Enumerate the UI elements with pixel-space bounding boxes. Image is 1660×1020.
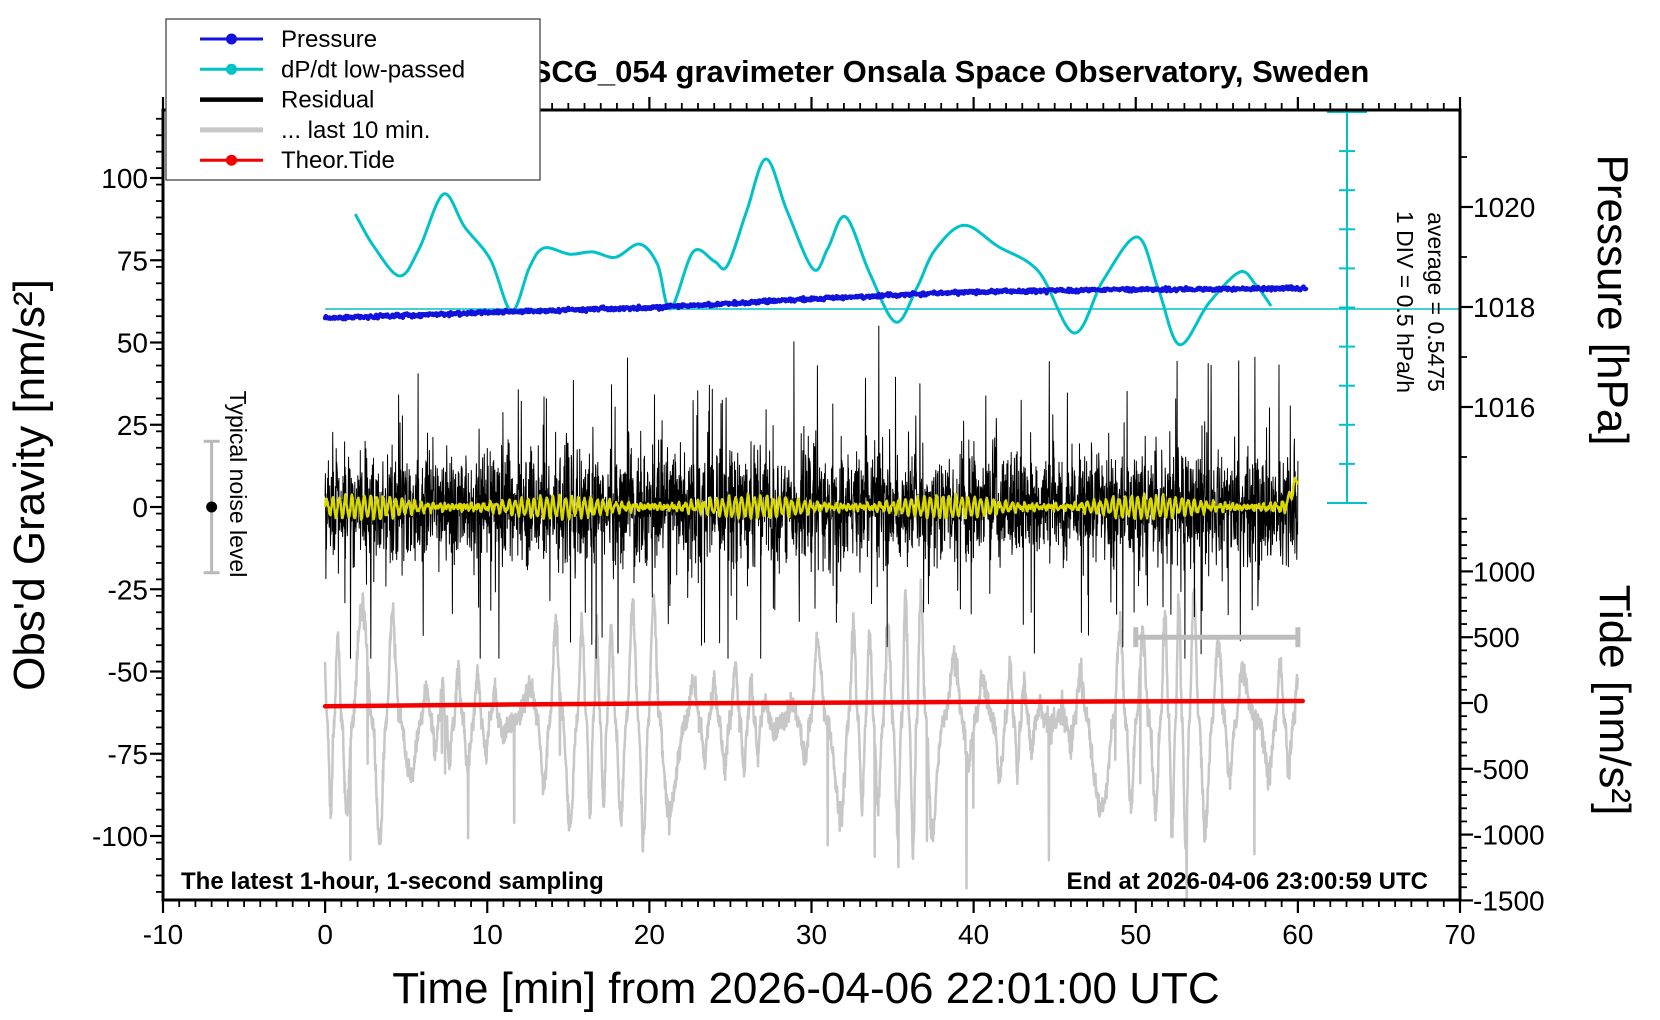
tick-label: 0 xyxy=(317,919,333,950)
series-residual xyxy=(324,325,1299,659)
tick-label: 25 xyxy=(117,410,148,441)
tick-label: 1020 xyxy=(1473,192,1535,223)
average-note: average = 0.5475 xyxy=(1423,212,1449,392)
axis-ticks-layer xyxy=(150,97,1473,913)
legend: Pressure dP/dt low-passed Residual ... last… xyxy=(165,18,541,181)
tick-label: 50 xyxy=(117,328,148,359)
tick-labels-layer: -10 0 10 20 30 40 50 60 701007550250-25-50-75-10… xyxy=(92,163,1545,950)
tick-label: 10 xyxy=(472,919,503,950)
series-residual-low-passed xyxy=(323,476,1300,521)
tick-label: 60 xyxy=(1282,919,1313,950)
tick-label: 1018 xyxy=(1473,292,1535,323)
tick-label: -500 xyxy=(1473,754,1529,785)
end-time-note: End at 2026-04-06 23:00:59 UTC xyxy=(1067,868,1429,895)
tick-label: 70 xyxy=(1444,919,1475,950)
legend-marker-dp-dt-low-passed xyxy=(226,63,237,75)
tick-label: -100 xyxy=(92,821,148,852)
tide-axis-label: Tide [nm/s²] xyxy=(1590,585,1639,816)
sampling-note: The latest 1-hour, 1-second sampling xyxy=(181,868,604,895)
tick-label: 20 xyxy=(634,919,665,950)
tick-label: 1000 xyxy=(1473,556,1535,587)
series-layer xyxy=(322,111,1460,901)
tick-label: 75 xyxy=(117,245,148,276)
series-dp-dt-low-passed xyxy=(354,157,1272,347)
legend-label: Pressure xyxy=(281,26,377,53)
x-axis-label: Time [min] from 2026-04-06 22:01:00 UTC xyxy=(392,964,1219,1013)
tick-label: 1016 xyxy=(1473,392,1535,423)
series-last-10-min xyxy=(323,578,1300,901)
div-scale-note: 1 DIV = 0.5 hPa/h xyxy=(1392,211,1418,393)
series-theor-tide xyxy=(322,698,1305,709)
tick-label: 30 xyxy=(796,919,827,950)
tick-label: 40 xyxy=(958,919,989,950)
typical-noise-label: Typical noise level xyxy=(225,391,251,578)
pressure-axis-label: Pressure [hPa] xyxy=(1588,154,1637,445)
gravity-axis-label: Obs'd Gravity [nm/s²] xyxy=(5,279,54,691)
tick-label: 0 xyxy=(1473,688,1489,719)
legend-label: Theor.Tide xyxy=(281,147,395,174)
noise-bar-dot xyxy=(206,501,218,513)
tick-label: 100 xyxy=(101,163,148,194)
legend-label: dP/dt low-passed xyxy=(281,56,465,83)
tick-label: 500 xyxy=(1473,622,1520,653)
legend-label: Residual xyxy=(281,87,374,114)
legend-label: ... last 10 min. xyxy=(281,117,430,144)
legend-marker-theor-tide xyxy=(226,154,237,166)
tick-label: 50 xyxy=(1120,919,1151,950)
annotation-layer xyxy=(203,439,1301,648)
tick-label: -25 xyxy=(108,574,148,605)
tick-label: -10 xyxy=(143,919,183,950)
tick-label: -1000 xyxy=(1473,820,1545,851)
tick-label: -75 xyxy=(108,739,148,770)
tick-label: -1500 xyxy=(1473,885,1545,916)
legend-marker-pressure xyxy=(226,33,237,45)
chart-title: SCG_054 gravimeter Onsala Space Observat… xyxy=(531,54,1370,89)
tick-label: 0 xyxy=(132,492,148,523)
tick-label: -50 xyxy=(108,657,148,688)
series-pressure xyxy=(322,284,1309,322)
